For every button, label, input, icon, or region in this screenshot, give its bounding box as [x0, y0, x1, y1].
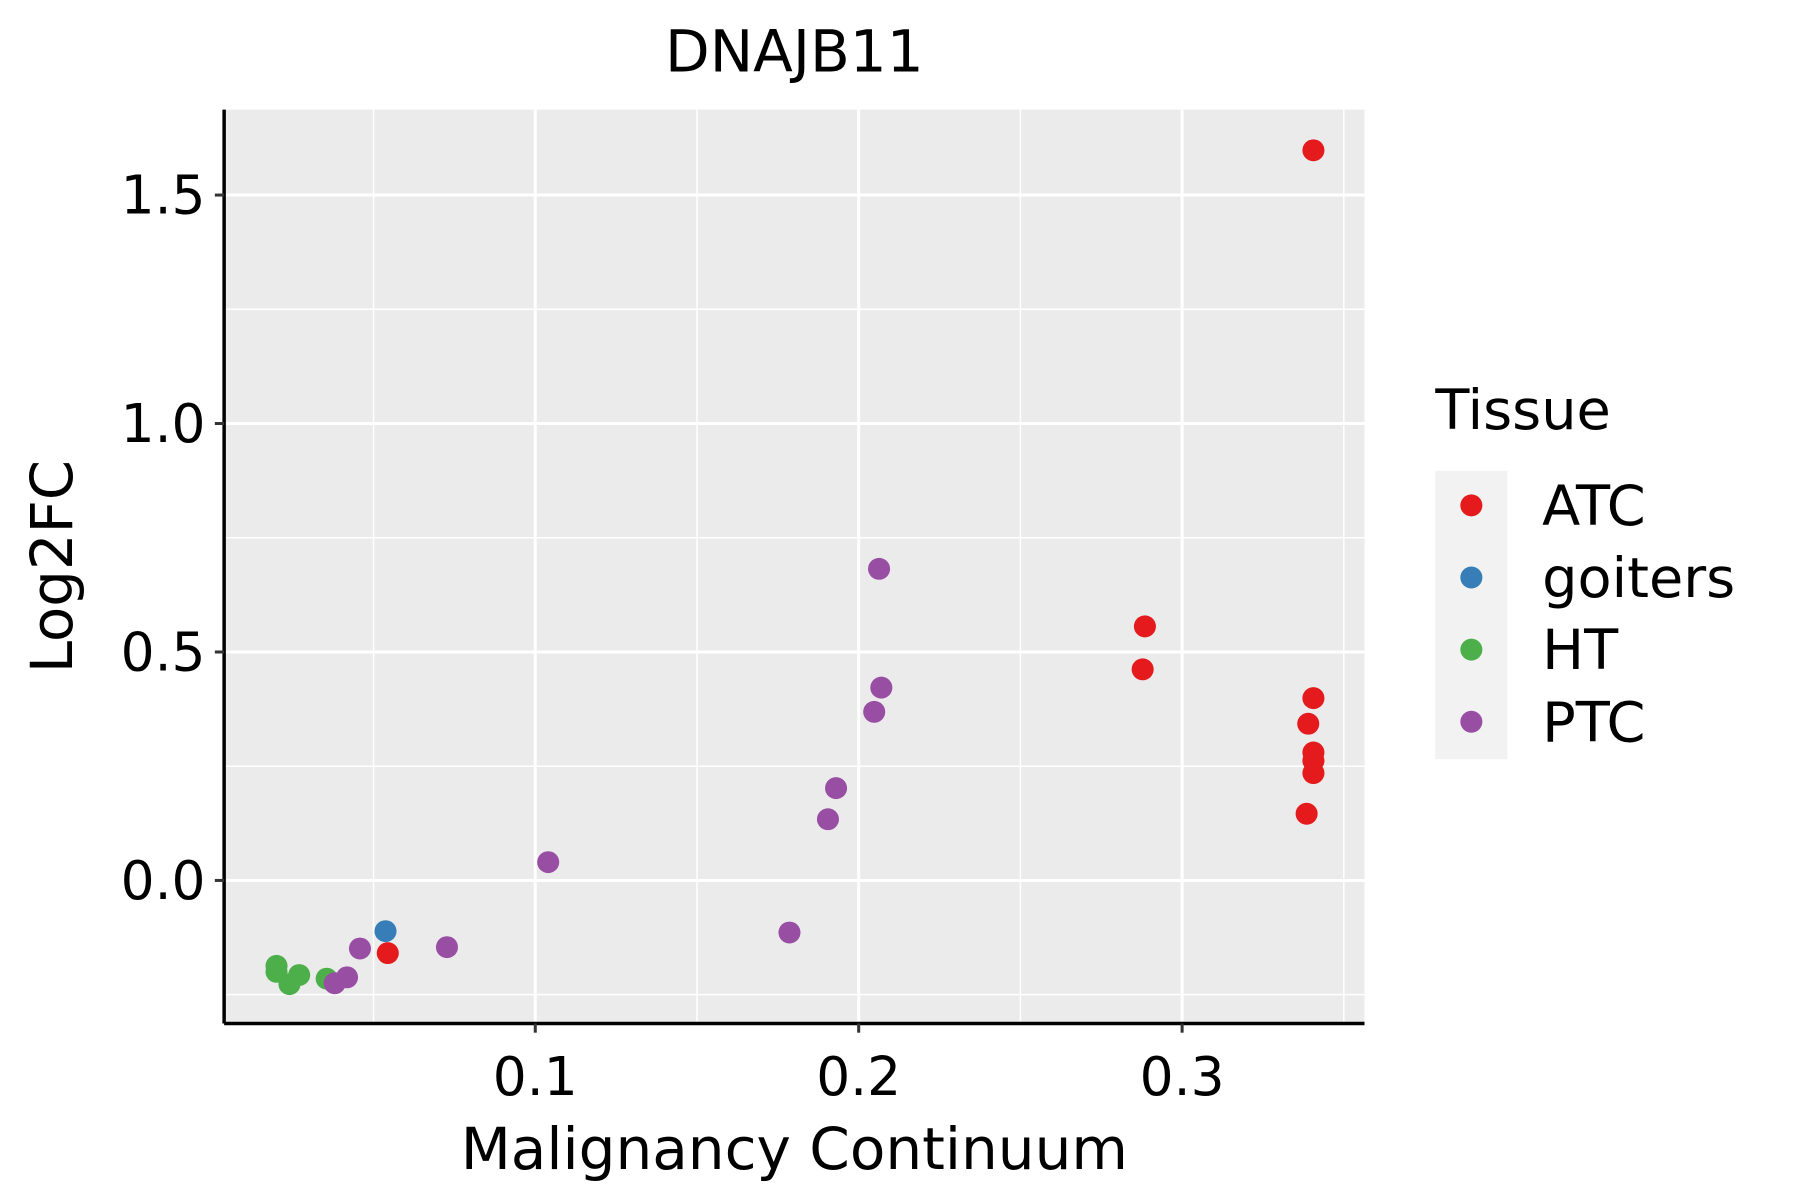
legend-key-goiters	[1460, 566, 1483, 589]
data-point-goiters	[374, 920, 397, 943]
chart-title: DNAJB11	[665, 18, 924, 86]
data-point-atc	[1302, 762, 1325, 785]
data-point-ptc	[870, 676, 893, 699]
legend-label-atc: ATC	[1542, 474, 1645, 539]
data-point-atc	[1297, 712, 1320, 735]
y-tick-label: 1.5	[121, 165, 206, 227]
data-point-ptc	[348, 937, 371, 960]
x-tick-label: 0.2	[816, 1046, 901, 1108]
y-tick-label: 0.0	[121, 850, 206, 912]
y-tick-label: 0.5	[121, 622, 206, 684]
legend-label-ptc: PTC	[1542, 691, 1645, 756]
legend-label-goiters: goiters	[1542, 546, 1735, 611]
data-point-atc	[1302, 139, 1325, 162]
data-point-atc	[1302, 687, 1325, 710]
legend-key-ht	[1460, 638, 1483, 661]
data-point-ptc	[435, 936, 458, 959]
legend-key-atc	[1460, 494, 1483, 517]
data-point-atc	[1131, 658, 1154, 681]
data-point-ptc	[863, 700, 886, 723]
data-point-atc	[1133, 615, 1156, 638]
x-tick-label: 0.3	[1140, 1046, 1225, 1108]
legend-title: Tissue	[1434, 378, 1610, 443]
y-tick-label: 1.0	[121, 393, 206, 455]
data-point-ptc	[778, 921, 801, 944]
y-axis-label: Log2FC	[18, 460, 86, 673]
plot-panel	[224, 109, 1365, 1024]
legend: Tissue ATC goiters HT PTC	[1434, 378, 1735, 760]
x-axis-label: Malignancy Continuum	[461, 1115, 1128, 1183]
legend-label-ht: HT	[1542, 618, 1619, 683]
data-point-ptc	[816, 808, 839, 831]
data-point-ptc	[537, 851, 560, 874]
x-tick-label: 0.1	[493, 1046, 578, 1108]
data-point-ht	[288, 964, 311, 986]
data-point-ptc	[825, 777, 848, 800]
data-point-atc	[376, 942, 399, 965]
data-point-ptc	[323, 972, 346, 995]
data-point-ptc	[868, 557, 891, 580]
legend-key-ptc	[1460, 710, 1483, 733]
data-point-atc	[1295, 802, 1318, 825]
